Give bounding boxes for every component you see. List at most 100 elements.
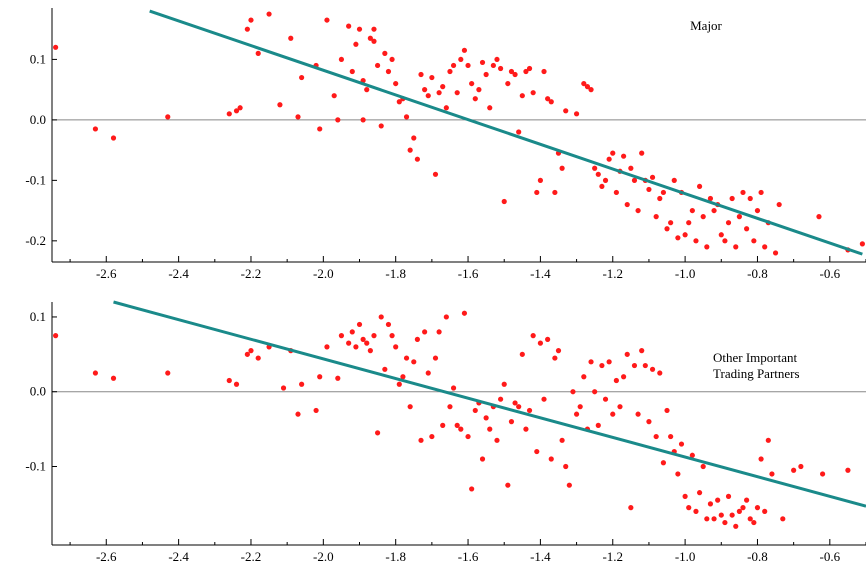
- y-tick-label: 0.1: [30, 309, 46, 324]
- scatter-point: [602, 177, 609, 183]
- scatter-point: [436, 329, 442, 335]
- scatter-point: [772, 250, 779, 256]
- scatter-point: [729, 512, 735, 518]
- x-tick-label: -2.0: [313, 266, 334, 281]
- scatter-point: [244, 26, 250, 32]
- scatter-point: [718, 232, 724, 238]
- scatter-point: [450, 62, 457, 69]
- scatter-point: [526, 407, 533, 414]
- scatter-point: [552, 189, 558, 196]
- scatter-point: [407, 404, 413, 410]
- x-tick-label: -1.8: [385, 549, 406, 564]
- scatter-point: [226, 111, 232, 117]
- scatter-point: [668, 220, 674, 226]
- scatter-point: [317, 126, 323, 132]
- scatter-point: [519, 93, 525, 99]
- scatter-point: [266, 11, 272, 17]
- scatter-point: [487, 105, 493, 111]
- scatter-point: [367, 348, 373, 354]
- scatter-point: [845, 467, 851, 473]
- scatter-point: [653, 214, 659, 220]
- scatter-point: [617, 404, 623, 410]
- scatter-point: [534, 189, 540, 196]
- scatter-point: [465, 62, 471, 69]
- scatter-point: [776, 201, 782, 208]
- scatter-point: [494, 56, 500, 63]
- scatter-point: [541, 396, 547, 402]
- scatter-point: [382, 50, 388, 56]
- scatter-point: [552, 355, 558, 361]
- scatter-point: [577, 404, 583, 410]
- scatter-point: [317, 374, 323, 380]
- scatter-point: [53, 333, 59, 339]
- scatter-point: [624, 201, 630, 208]
- scatter-point: [479, 456, 486, 462]
- scatter-point: [385, 321, 392, 328]
- scatter-point: [418, 71, 424, 78]
- scatter-point: [711, 516, 717, 522]
- scatter-point: [599, 183, 605, 190]
- scatter-point: [512, 71, 518, 78]
- x-tick-label: -2.6: [96, 266, 117, 281]
- scatter-point: [628, 505, 634, 511]
- fit-line: [149, 9, 863, 256]
- scatter-point: [371, 26, 377, 32]
- scatter-point: [686, 505, 692, 511]
- scatter-point: [631, 177, 638, 183]
- x-tick-label: -1.4: [530, 549, 551, 564]
- scatter-point: [606, 156, 612, 162]
- scatter-point: [313, 407, 319, 414]
- scatter-point: [331, 93, 337, 99]
- x-tick-label: -2.2: [241, 549, 262, 564]
- scatter-point: [678, 441, 685, 447]
- scatter-point: [226, 377, 232, 384]
- scatter-point: [686, 220, 692, 226]
- scatter-point: [642, 362, 648, 369]
- scatter-point: [649, 174, 656, 180]
- scatter-point: [501, 198, 507, 205]
- scatter-point: [422, 329, 428, 335]
- scatter-point: [443, 314, 449, 320]
- scatter-point: [385, 68, 392, 75]
- scatter-point: [447, 68, 453, 75]
- chart-panel-major: 0.1 0.0 -0.1 -0.2 -2.6 -2.4 -2.2 -2.0 -1.8 -1.6 -1…: [25, 8, 866, 281]
- scatter-point: [233, 108, 240, 114]
- scatter-point: [791, 467, 797, 473]
- scatter-point: [335, 117, 341, 123]
- scatter-point: [635, 411, 641, 417]
- scatter-point: [595, 171, 601, 177]
- scatter-point: [707, 501, 714, 507]
- scatter-point: [715, 497, 721, 503]
- scatter-point: [418, 437, 424, 443]
- scatter-point: [277, 102, 283, 108]
- scatter-point: [581, 80, 587, 87]
- x-tick-label: -0.8: [747, 549, 768, 564]
- scatter-point: [729, 195, 735, 202]
- scatter-point: [700, 463, 706, 470]
- scatter-point: [299, 74, 305, 81]
- scatter-point: [349, 329, 355, 335]
- x-tick-label: -0.6: [820, 549, 841, 564]
- scatter-point: [396, 381, 402, 387]
- scatter-point: [371, 333, 377, 339]
- scatter-point: [447, 404, 453, 410]
- x-tick-label: -1.2: [602, 549, 623, 564]
- scatter-point: [559, 165, 565, 171]
- scatter-point: [657, 370, 663, 376]
- scatter-point: [758, 189, 764, 196]
- scatter-point: [237, 105, 243, 111]
- x-tick-label: -0.6: [820, 266, 841, 281]
- scatter-point: [722, 519, 728, 526]
- scatter-point: [693, 508, 699, 514]
- scatter-point: [461, 310, 468, 316]
- scatter-point: [375, 430, 381, 436]
- scatter-point: [595, 422, 601, 428]
- scatter-point: [516, 129, 522, 135]
- scatter-point: [288, 35, 294, 41]
- scatter-point: [765, 437, 771, 443]
- scatter-point: [465, 433, 471, 440]
- x-tick-label: -2.0: [313, 549, 334, 564]
- scatter-point: [414, 336, 420, 342]
- scatter-point: [92, 126, 99, 132]
- scatter-point: [498, 396, 504, 402]
